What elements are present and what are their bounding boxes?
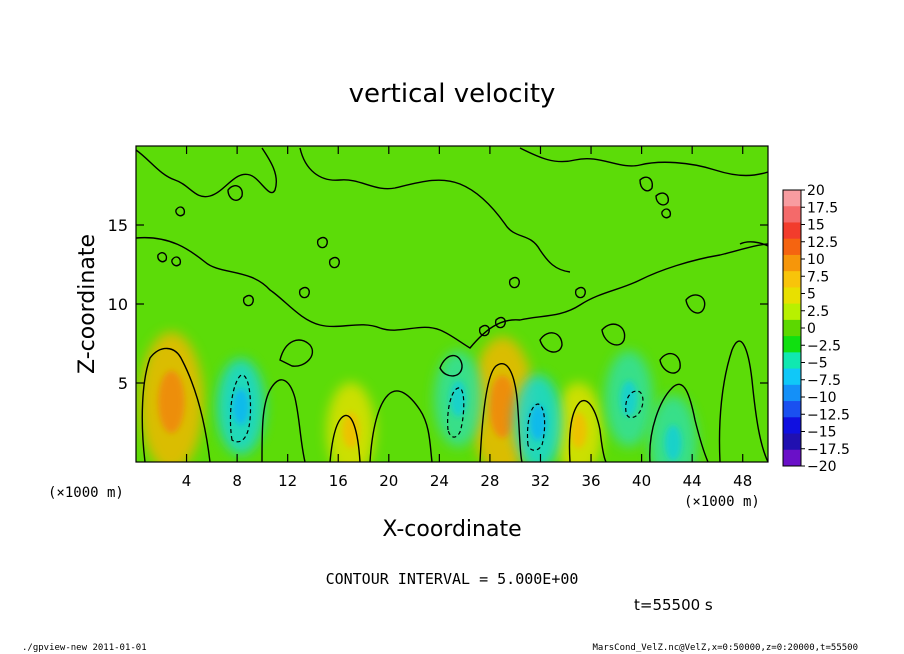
colorbar-label: 0 [807,321,816,337]
chart-title: vertical velocity [349,79,556,109]
downdraft-core [620,380,638,417]
colorbar-swatch [783,384,801,402]
y-axis-label: Z-coordinate [75,234,100,374]
colorbar-swatch [783,368,801,386]
negative-contours [229,374,644,451]
colorbar-label: −15 [807,425,837,441]
colorbar-swatch [783,206,801,223]
colorbar-label: −2.5 [807,338,841,354]
footer-left: ./gpview-new 2011-01-01 [22,643,147,653]
x-tick-label: 28 [480,472,499,490]
colorbar-swatch [783,449,801,467]
contour-interval-label: CONTOUR INTERVAL = 5.000E+00 [326,570,579,588]
colorbar-swatch [783,319,801,337]
x-tick-label: 36 [581,472,600,490]
footer-right: MarsCond_VelZ.nc@VelZ,x=0:50000,z=0:2000… [592,643,858,653]
colorbar-label: 17.5 [807,200,838,216]
colorbar-swatch [783,238,801,256]
downdraft-core [449,380,467,417]
colorbar-swatch [783,254,801,272]
y-ticks: 5 10 15 [108,216,768,393]
x-tick-label: 32 [531,472,550,490]
x-tick-label: 40 [632,472,651,490]
x-tick-label: 24 [430,472,449,490]
x-tick-label: 4 [182,472,192,490]
x-tick-label: 8 [232,472,242,490]
colorbar-swatch [783,222,801,240]
colorbar-swatch [783,401,801,418]
downdraft-core [529,404,547,441]
colorbar-label: −10 [807,390,837,406]
colorbar-swatch [783,190,801,207]
updraft-core [570,412,587,449]
x-tick-label: 48 [733,472,752,490]
colorbar-label: 2.5 [807,304,829,320]
colorbar-swatch [783,352,801,370]
x-tick-label: 20 [379,472,398,490]
colorbar-label: −5 [807,356,828,372]
updraft-core [342,412,360,449]
downdraft-core [232,388,250,425]
x-tick-label: 12 [278,472,297,490]
updraft-core [489,375,516,438]
colorbar-label: 5 [807,287,816,303]
colorbar-label: −17.5 [807,442,850,458]
colorbar-swatch [783,336,801,353]
colorbar-swatch [783,303,801,321]
y-tick-label: 5 [118,374,128,393]
colorbar-label: 10 [807,252,825,268]
downdraft-core [664,425,682,462]
x-tick-label: 44 [683,472,702,490]
colorbar-label: 15 [807,218,825,234]
colorbar-label: 20 [807,183,825,199]
contour-lines [136,147,768,462]
time-label: t=55500 s [634,596,713,614]
heatmap-area [136,146,768,462]
colorbar-swatch [783,417,801,435]
colorbar-swatch [783,433,801,451]
y-tick-label: 10 [108,295,128,314]
x-unit-left: (×1000 m) [48,485,124,501]
x-ticks: 4 8 12 16 20 24 28 32 36 40 44 48 [182,146,752,490]
colorbar-label: 7.5 [807,269,829,285]
updraft-core [158,370,185,434]
colorbar-label: 12.5 [807,235,838,251]
y-tick-label: 15 [108,216,128,235]
x-tick-label: 16 [329,472,348,490]
colorbar-swatch [783,287,801,305]
colorbar-label: −12.5 [807,407,850,423]
colorbar-swatch [783,271,801,288]
colorbar-label: −7.5 [807,373,841,389]
x-axis-label: X-coordinate [382,517,521,542]
x-unit-right: (×1000 m) [684,494,760,510]
colorbar-label: −20 [807,459,837,475]
